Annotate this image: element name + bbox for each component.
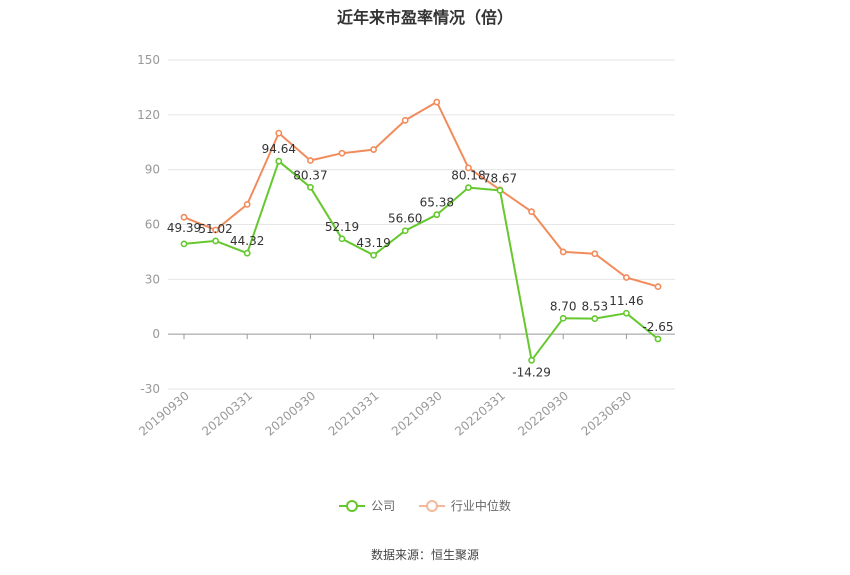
x-tick-label: 20220331	[452, 389, 508, 439]
industry-median-data-point	[306, 157, 314, 164]
company-data-point	[623, 309, 630, 317]
y-tick-label: -30	[140, 382, 160, 396]
company-data-point	[306, 183, 314, 191]
industry-median-data-point	[591, 250, 599, 258]
y-tick-label: 60	[145, 218, 160, 232]
industry-median-data-point	[338, 149, 346, 157]
company-data-label: 43.19	[356, 236, 390, 250]
company-data-label: 56.60	[388, 212, 422, 226]
industry-median-data-point	[180, 213, 188, 221]
industry-median-data-point	[654, 283, 662, 291]
x-tick-label: 20230630	[579, 389, 635, 439]
industry-median-data-point	[243, 200, 251, 208]
company-data-label: 8.53	[581, 300, 608, 314]
company-data-point	[243, 249, 251, 257]
company-data-label: 94.64	[262, 142, 296, 156]
y-tick-label: 0	[152, 327, 160, 341]
x-tick-label: 20210930	[389, 389, 445, 439]
y-tick-label: 120	[137, 108, 160, 122]
company-data-point	[591, 315, 599, 322]
company-data-point	[496, 186, 504, 194]
y-tick-label: 150	[137, 53, 160, 67]
company-data-point	[338, 235, 346, 243]
company-data-label: -14.29	[512, 365, 551, 379]
legend-item-company[interactable]: 公司	[339, 497, 395, 514]
legend-label: 行业中位数	[450, 499, 511, 513]
company-data-label: 44.32	[230, 234, 264, 248]
company-data-label: 80.18	[451, 169, 485, 183]
company-data-point	[180, 240, 188, 248]
company-data-point	[401, 227, 409, 235]
x-tick-label: 20190930	[136, 389, 192, 439]
company-data-label: 51.02	[198, 222, 232, 236]
industry-median-data-point	[464, 164, 472, 172]
company-data-point	[212, 237, 219, 245]
company-data-label: 65.38	[420, 196, 454, 210]
legend-line-icon	[418, 499, 445, 513]
company-series-line	[183, 160, 659, 362]
company-data-label: 80.37	[293, 168, 327, 182]
company-data-point	[275, 157, 283, 165]
company-data-label: 8.70	[550, 299, 577, 313]
industry-median-data-point	[433, 98, 441, 106]
x-tick-label: 20210331	[326, 389, 382, 439]
industry-median-data-point	[559, 248, 567, 256]
company-data-point	[654, 335, 662, 343]
industry-median-series-line	[183, 101, 659, 288]
legend-label: 公司	[371, 499, 396, 513]
y-tick-label: 30	[145, 272, 160, 286]
industry-median-data-point	[212, 226, 219, 234]
x-tick-label: 20220930	[515, 389, 571, 439]
industry-median-data-point	[528, 208, 535, 216]
company-data-point	[370, 251, 377, 259]
legend-item-industry-median[interactable]: 行业中位数	[418, 497, 511, 514]
x-tick-label: 20200331	[199, 389, 255, 439]
industry-median-data-point	[275, 129, 283, 137]
company-data-label: 78.67	[483, 171, 517, 185]
company-data-label: 11.46	[609, 294, 643, 308]
legend: 公司 行业中位数	[0, 497, 850, 516]
company-data-label: -2.65	[642, 320, 673, 334]
chart-title: 近年来市盈率情况（倍）	[336, 8, 513, 27]
x-tick-label: 20200930	[263, 389, 319, 439]
company-data-point	[464, 184, 472, 192]
industry-median-data-point	[370, 146, 377, 153]
legend-line-icon	[339, 499, 366, 513]
company-data-label: 52.19	[325, 220, 359, 234]
industry-median-data-point	[401, 116, 409, 124]
company-data-point	[433, 211, 441, 219]
company-data-label: 49.39	[167, 221, 201, 235]
source-note: 数据来源：恒生聚源	[370, 548, 479, 562]
company-data-point	[559, 314, 567, 322]
company-data-point	[528, 356, 535, 364]
industry-median-data-point	[623, 274, 630, 281]
y-tick-label: 90	[145, 163, 160, 177]
